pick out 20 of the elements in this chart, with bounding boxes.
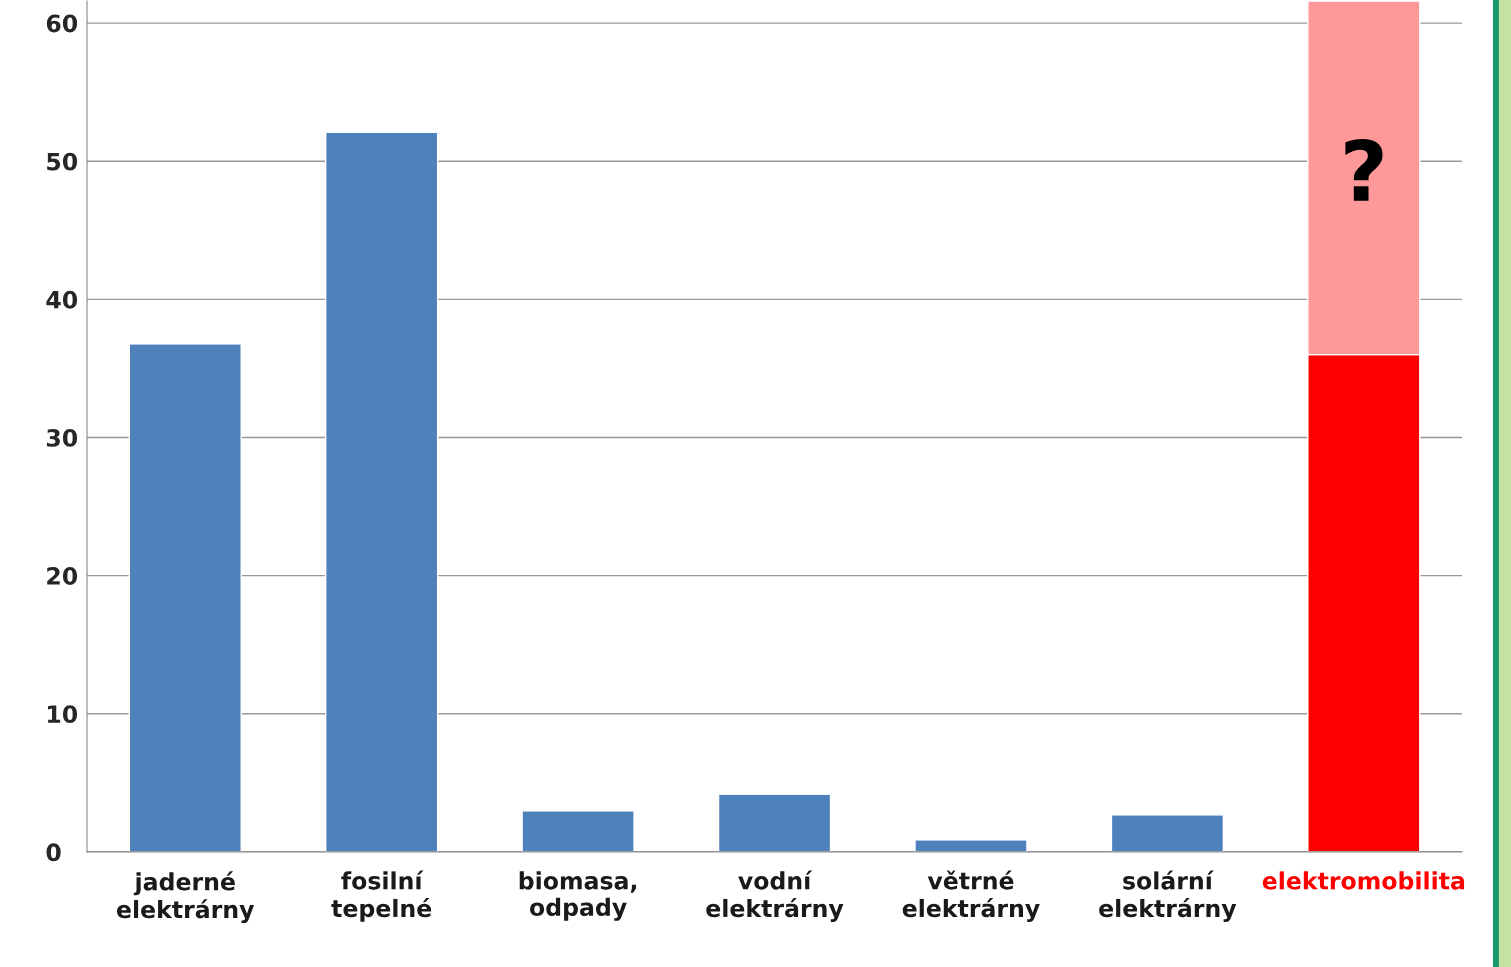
y-tick-label: 50 <box>47 152 78 171</box>
bar <box>325 131 439 852</box>
y-tick-label: 30 <box>46 428 78 447</box>
x-tick-label: jaderné elektrárny <box>117 871 255 924</box>
x-tick-label: biomasa, odpady <box>519 871 637 921</box>
y-tick-label: 0 <box>46 843 61 862</box>
y-tick-label: 10 <box>48 705 78 724</box>
bar <box>717 793 832 852</box>
bar <box>1110 813 1225 852</box>
bar <box>521 809 635 852</box>
x-tick-label: solární elektrárny <box>1099 870 1237 922</box>
y-tick-label: 20 <box>47 567 78 585</box>
y-tick-label: 40 <box>46 290 78 309</box>
x-tick-label: větrné elektrárny <box>902 870 1040 922</box>
x-tick-label: fosilní tepelné <box>331 870 432 922</box>
x-tick-label: elektromobilita <box>1262 871 1465 890</box>
y-tick-label: 60 <box>46 14 78 33</box>
x-tick-label: vodní elektrárny <box>706 870 844 922</box>
annotation: ? <box>1345 138 1383 201</box>
bar <box>128 342 242 852</box>
